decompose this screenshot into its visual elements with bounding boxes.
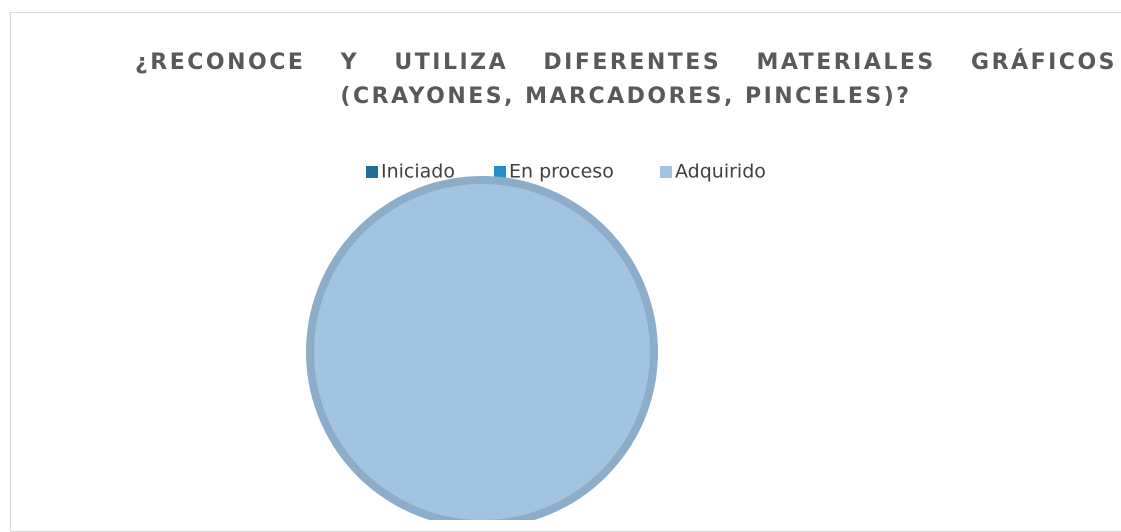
pie-slice — [306, 176, 658, 520]
legend-label: En proceso — [509, 161, 614, 183]
page: ¿RECONOCE Y UTILIZA DIFERENTES MATERIALE… — [10, 12, 1121, 532]
legend-swatch — [366, 166, 378, 178]
legend-swatch — [494, 166, 506, 178]
legend-label: Iniciado — [381, 161, 455, 183]
legend-swatch — [660, 166, 672, 178]
chart-title: ¿RECONOCE Y UTILIZA DIFERENTES MATERIALE… — [135, 50, 1117, 109]
legend-label: Adquirido — [675, 161, 766, 183]
